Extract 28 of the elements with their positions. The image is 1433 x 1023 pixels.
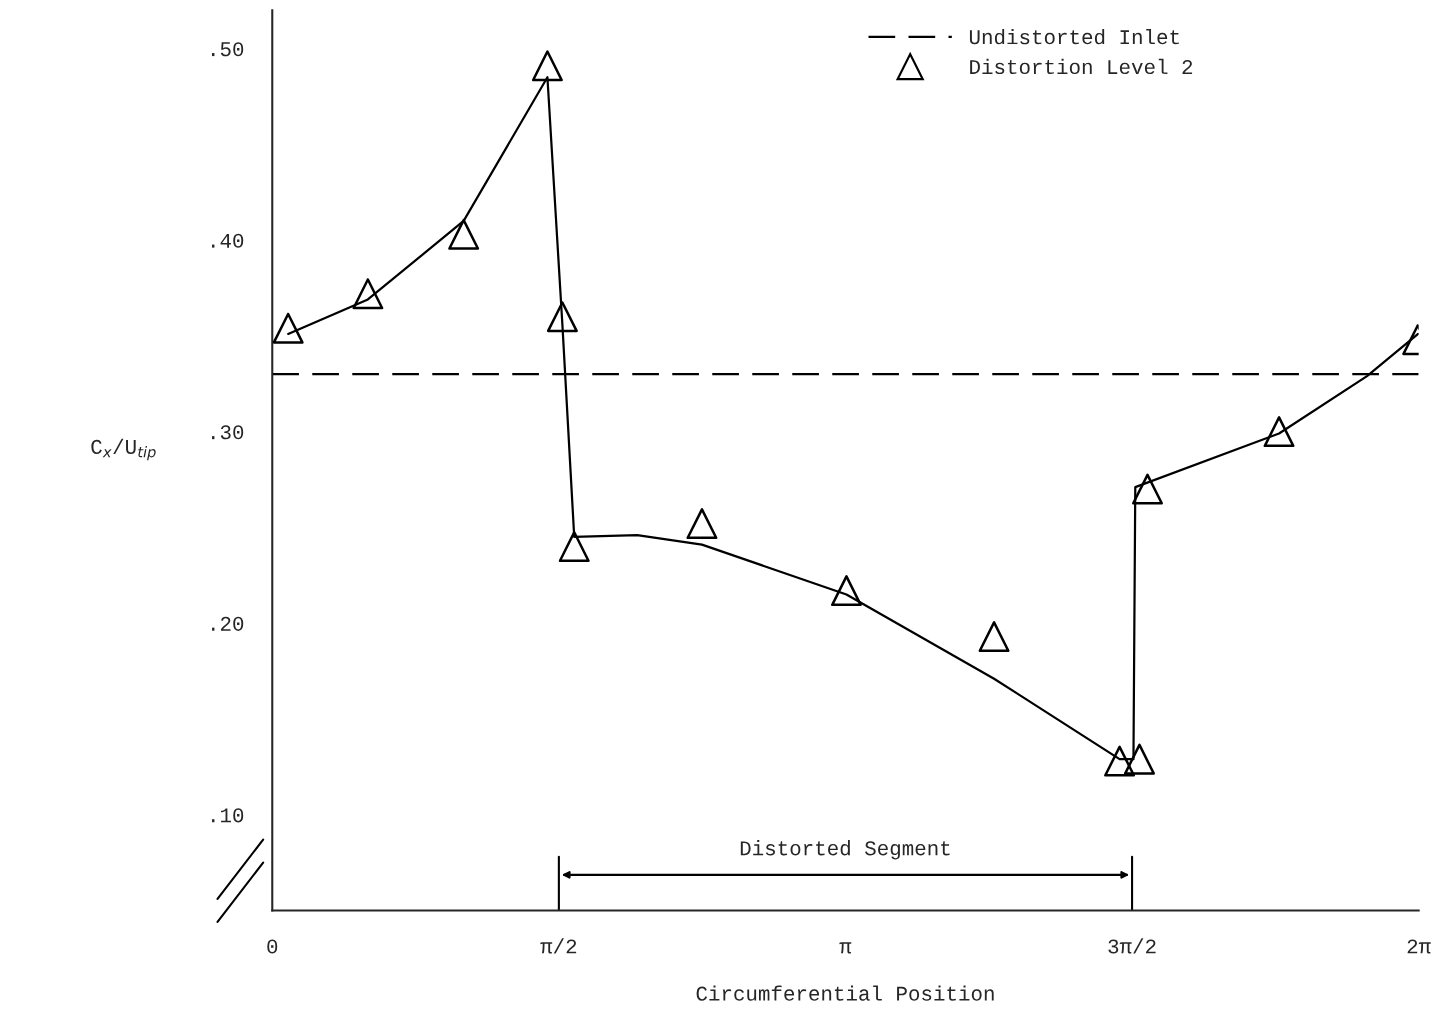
y-tick-label: .30 (212, 425, 244, 440)
x-tick-label: 2π (1407, 939, 1431, 954)
point (272, 312, 304, 344)
point (1104, 745, 1136, 777)
y-tick-label: .10 (212, 808, 244, 823)
point (686, 508, 718, 540)
x-tick-label: π (839, 942, 852, 954)
legend-label: Undistorted Inlet (969, 28, 1179, 45)
y-tick-label: .20 (212, 616, 244, 631)
point (448, 218, 480, 250)
x-axis-title: Circumferential Position (696, 985, 994, 1001)
point (558, 531, 590, 563)
point (546, 301, 578, 333)
legend-label: Distortion Level 2 (970, 58, 1193, 75)
y-tick-label: .50 (212, 42, 244, 57)
point (352, 278, 384, 310)
point (978, 621, 1010, 653)
point (1132, 473, 1163, 505)
x-tick-label: π/2 (540, 938, 577, 954)
y-tick-label: .40 (212, 233, 244, 248)
point (1263, 416, 1295, 448)
y-axis-title: C$_{x}$/U$_{tip}$ (91, 438, 156, 461)
x-tick-label: 3π/2 (1108, 938, 1156, 954)
point (531, 50, 563, 82)
point (1124, 743, 1155, 775)
x-tick-label: 0 (267, 939, 278, 954)
annotation: Distorted Segment (740, 840, 950, 860)
point (830, 575, 862, 607)
